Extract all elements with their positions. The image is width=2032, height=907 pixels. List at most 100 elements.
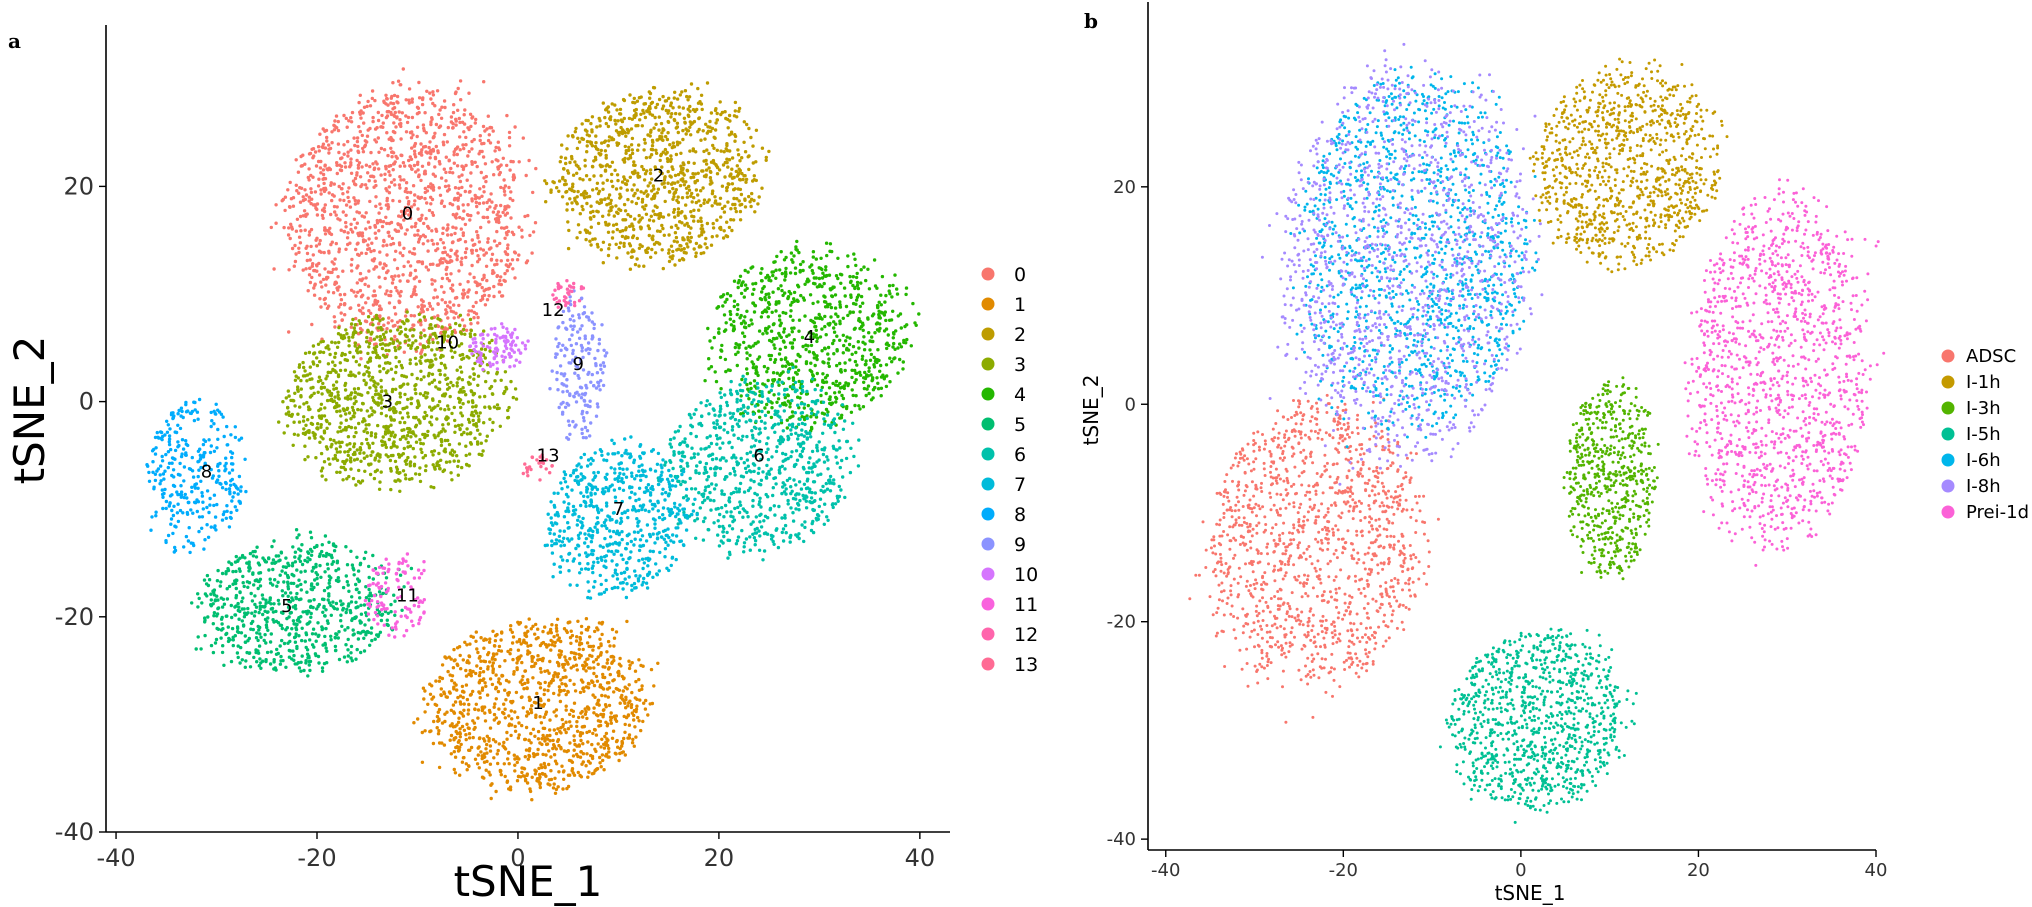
point-2 xyxy=(655,102,660,107)
point-1 xyxy=(449,708,453,712)
point-3 xyxy=(467,356,471,360)
point-2 xyxy=(710,235,714,239)
point-1 xyxy=(488,773,492,777)
point-0 xyxy=(487,294,491,298)
point-0 xyxy=(484,251,488,255)
point-2 xyxy=(564,190,568,194)
point-0 xyxy=(508,168,512,172)
point-1 xyxy=(564,730,568,735)
point-3 xyxy=(407,477,412,481)
point-2 xyxy=(731,218,736,222)
point-2 xyxy=(654,105,658,110)
point-1 xyxy=(474,639,478,643)
point-1 xyxy=(563,728,567,732)
point-1 xyxy=(529,643,533,648)
point-3 xyxy=(464,444,468,448)
point-3 xyxy=(479,441,483,445)
point-0 xyxy=(288,236,292,241)
point-1 xyxy=(449,733,454,738)
point-3 xyxy=(336,396,341,401)
point-3 xyxy=(398,325,403,329)
point-1 xyxy=(489,783,493,787)
point-4 xyxy=(865,387,869,391)
point-1 xyxy=(605,661,609,665)
point-0 xyxy=(408,216,413,220)
point-2 xyxy=(612,214,616,218)
point-0 xyxy=(321,168,326,172)
point-2 xyxy=(739,192,744,197)
point-3 xyxy=(383,440,387,444)
point-1 xyxy=(612,658,616,663)
point-1 xyxy=(552,675,556,679)
point-0 xyxy=(381,125,385,129)
point-1 xyxy=(603,734,607,739)
point-1 xyxy=(591,731,595,736)
point-3 xyxy=(416,402,421,406)
point-4 xyxy=(859,268,863,272)
point-1 xyxy=(624,697,628,702)
point-2 xyxy=(724,116,728,121)
point-1 xyxy=(517,721,521,725)
point-2 xyxy=(699,138,703,142)
point-0 xyxy=(454,311,458,315)
point-1 xyxy=(463,640,467,644)
point-0 xyxy=(425,201,429,205)
point-2 xyxy=(658,229,662,234)
point-1 xyxy=(515,779,520,783)
point-0 xyxy=(404,187,408,191)
point-0 xyxy=(412,323,416,327)
point-3 xyxy=(375,335,379,339)
point-2 xyxy=(702,149,706,154)
point-1 xyxy=(483,681,487,685)
point-1 xyxy=(496,761,500,766)
point-0 xyxy=(366,243,370,247)
point-0 xyxy=(326,290,331,294)
point-3 xyxy=(455,384,459,388)
point-0 xyxy=(317,249,322,253)
point-0 xyxy=(433,156,438,161)
point-4 xyxy=(904,286,909,290)
point-0 xyxy=(423,186,427,191)
point-0 xyxy=(443,300,448,305)
point-4 xyxy=(884,384,889,389)
point-2 xyxy=(743,205,748,209)
point-2 xyxy=(704,162,709,166)
point-3 xyxy=(506,416,510,420)
point-2 xyxy=(624,134,628,138)
point-0 xyxy=(487,133,491,137)
point-2 xyxy=(669,115,673,119)
point-1 xyxy=(467,732,472,736)
point-0 xyxy=(447,184,451,188)
point-3 xyxy=(303,457,307,462)
point-0 xyxy=(363,139,367,143)
point-1 xyxy=(485,751,489,755)
point-2 xyxy=(637,246,642,250)
point-2 xyxy=(607,193,612,197)
point-2 xyxy=(595,209,599,213)
point-1 xyxy=(467,764,471,768)
point-1 xyxy=(506,691,510,695)
point-0 xyxy=(323,164,327,168)
point-0 xyxy=(309,187,313,191)
point-0 xyxy=(405,279,410,283)
point-1 xyxy=(526,680,530,684)
point-3 xyxy=(466,417,471,422)
point-0 xyxy=(327,151,331,155)
point-0 xyxy=(343,292,347,297)
point-3 xyxy=(347,335,351,340)
point-2 xyxy=(733,100,738,105)
point-2 xyxy=(747,194,751,199)
point-0 xyxy=(496,140,500,144)
point-0 xyxy=(470,160,474,164)
point-2 xyxy=(591,209,595,214)
point-0 xyxy=(347,186,351,190)
point-3 xyxy=(394,479,398,483)
point-0 xyxy=(346,242,350,247)
point-0 xyxy=(475,204,479,209)
point-2 xyxy=(669,154,673,158)
point-2 xyxy=(653,115,657,120)
point-0 xyxy=(296,170,301,174)
point-0 xyxy=(364,251,368,256)
point-2 xyxy=(650,144,655,148)
point-1 xyxy=(458,773,462,777)
